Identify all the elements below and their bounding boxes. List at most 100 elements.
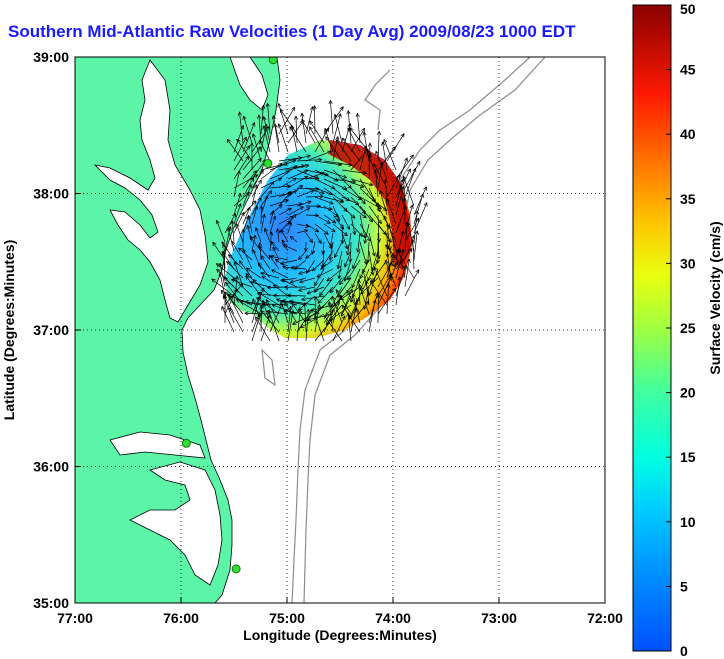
- vector-arrowhead: [279, 108, 282, 113]
- vector-arrowhead: [406, 258, 410, 263]
- vector-arrowhead: [216, 268, 221, 271]
- vector-arrowhead: [334, 114, 338, 118]
- velocity-vector: [263, 125, 271, 153]
- vector-arrowhead: [368, 292, 373, 296]
- velocity-vector: [305, 223, 319, 233]
- velocity-vector: [386, 223, 391, 251]
- velocity-vector: [242, 206, 251, 225]
- vector-arrowhead: [390, 238, 392, 243]
- vector-arrowhead: [396, 174, 400, 178]
- velocity-vector: [350, 187, 366, 205]
- vector-arrowhead: [251, 142, 254, 147]
- vector-arrowhead: [227, 254, 230, 259]
- vector-arrowhead: [402, 264, 407, 269]
- vector-arrowhead: [298, 270, 302, 275]
- vector-arrowhead: [216, 268, 219, 273]
- vector-arrowhead: [361, 269, 364, 274]
- velocity-vector: [233, 174, 259, 189]
- velocity-vector: [329, 277, 343, 293]
- vector-arrowhead: [244, 299, 249, 302]
- x-axis-label: Longitude (Degrees:Minutes): [243, 627, 437, 643]
- vector-arrowhead: [254, 205, 258, 210]
- vector-arrowhead: [385, 179, 388, 183]
- vector-arrowhead: [257, 197, 262, 201]
- vector-arrowhead: [380, 219, 382, 224]
- velocity-vector: [233, 192, 250, 207]
- vector-arrowhead: [252, 170, 257, 173]
- vector-arrowhead: [382, 209, 387, 211]
- vector-arrowhead: [246, 206, 251, 210]
- vector-arrowhead: [252, 249, 257, 253]
- velocity-vector: [287, 310, 294, 342]
- vector-arrowhead: [415, 269, 419, 273]
- velocity-vector: [228, 254, 244, 270]
- vector-arrowhead: [412, 204, 414, 209]
- vector-arrowhead: [226, 227, 229, 232]
- vector-arrowhead: [335, 300, 340, 304]
- velocity-vector: [287, 294, 307, 297]
- vector-arrowhead: [325, 320, 328, 325]
- velocity-vector: [305, 250, 316, 259]
- vector-arrowhead: [319, 293, 324, 297]
- vector-arrowhead: [266, 299, 270, 303]
- velocity-vector: [368, 232, 376, 257]
- vector-arrowhead: [376, 130, 380, 135]
- velocity-vector: [404, 258, 410, 288]
- vector-arrowhead: [387, 274, 391, 278]
- vector-arrowhead: [381, 161, 384, 166]
- velocity-vector: [278, 103, 289, 135]
- velocity-vector: [385, 244, 406, 270]
- x-tick-label: 77:00: [57, 610, 93, 626]
- vector-arrowhead: [249, 235, 254, 239]
- velocity-vector: [395, 186, 405, 216]
- vector-arrowhead: [242, 115, 244, 120]
- y-axis-label: Latitude (Degrees:Minutes): [1, 240, 17, 420]
- vector-arrowhead: [313, 296, 317, 301]
- vector-arrowhead: [321, 172, 325, 176]
- vector-arrowhead: [241, 283, 243, 288]
- vector-arrowhead: [259, 205, 262, 210]
- vector-arrowhead: [373, 163, 378, 167]
- vector-arrowhead: [344, 264, 348, 268]
- vector-arrowhead: [257, 242, 261, 247]
- vector-arrowhead: [330, 100, 333, 104]
- vector-arrowhead: [247, 192, 250, 197]
- velocity-maximum: [330, 140, 410, 270]
- velocity-vector: [270, 241, 280, 252]
- vector-arrowhead: [286, 184, 291, 187]
- velocity-vector: [352, 293, 361, 324]
- velocity-vector: [296, 201, 312, 207]
- vector-arrowhead: [410, 239, 414, 244]
- vector-arrowhead: [307, 207, 311, 212]
- vector-arrowhead: [251, 122, 255, 126]
- velocity-vector: [334, 114, 343, 144]
- vector-arrowhead: [346, 312, 349, 317]
- vector-arrowhead: [397, 276, 401, 281]
- velocity-vector: [260, 314, 271, 342]
- vector-arrowhead: [300, 185, 304, 189]
- vector-arrowhead: [326, 277, 329, 282]
- vector-arrowhead: [261, 213, 265, 218]
- vector-arrowhead: [279, 177, 283, 182]
- vector-arrowhead: [274, 123, 278, 128]
- velocity-vector: [239, 260, 253, 279]
- velocity-vector: [228, 295, 244, 324]
- velocity-vector: [395, 249, 404, 279]
- velocity-vector: [222, 251, 226, 279]
- velocity-vector: [314, 160, 342, 166]
- vector-arrowhead: [227, 138, 231, 142]
- vector-arrowhead: [331, 230, 336, 233]
- velocity-vector: [269, 204, 283, 216]
- vector-arrowhead: [252, 279, 255, 284]
- velocity-vector: [235, 223, 244, 243]
- vector-arrowhead: [224, 294, 228, 299]
- velocity-vector: [269, 185, 291, 189]
- vector-arrowhead: [314, 213, 319, 216]
- velocity-vector: [296, 169, 320, 180]
- vector-arrowhead: [261, 205, 264, 210]
- vector-arrowhead: [269, 231, 272, 236]
- vector-arrowhead: [236, 138, 241, 142]
- vector-arrowhead: [248, 215, 252, 219]
- velocity-vector: [347, 232, 352, 256]
- vector-arrowhead: [350, 299, 354, 303]
